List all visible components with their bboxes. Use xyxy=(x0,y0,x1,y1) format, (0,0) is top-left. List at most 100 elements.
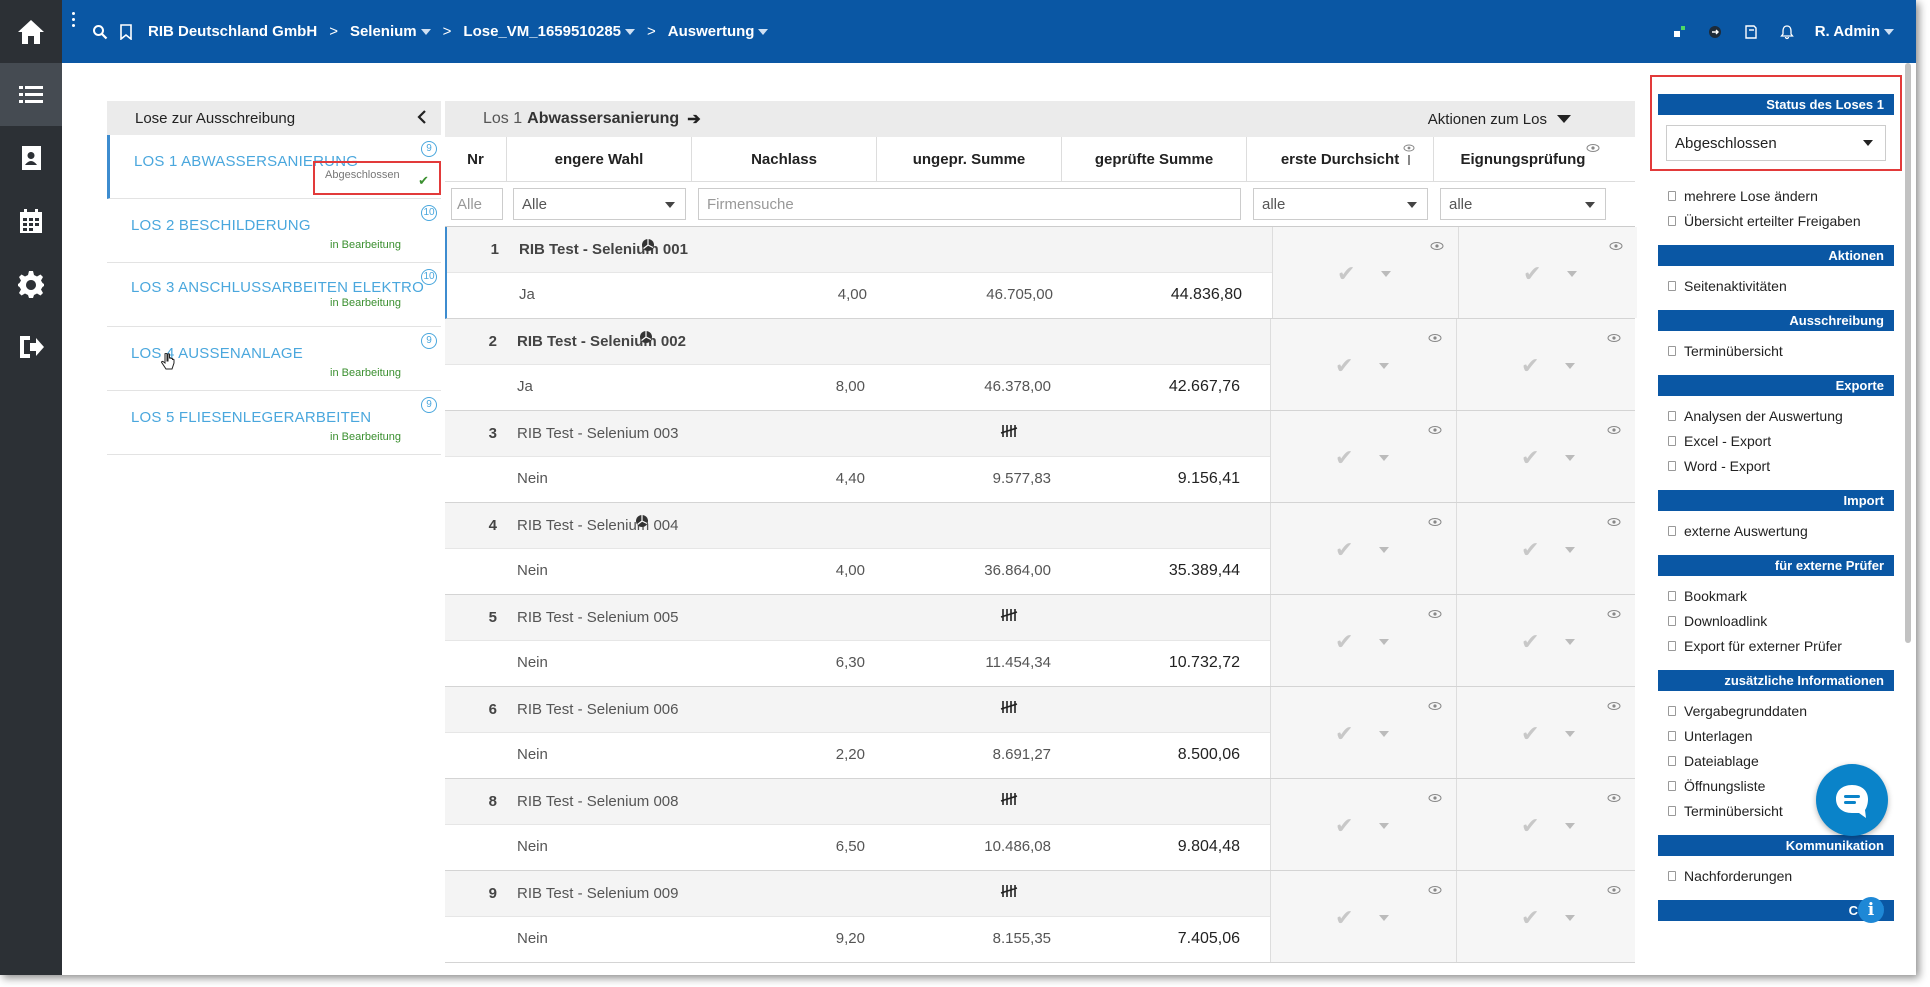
check-icon[interactable]: ✔ xyxy=(1521,445,1540,470)
chat-button[interactable] xyxy=(1816,764,1888,836)
filter-durchsicht-select[interactable]: alle xyxy=(1253,188,1428,220)
lot-item[interactable]: LOS 3 ANSCHLUSSARBEITEN ELEKTRO 10 in Be… xyxy=(107,263,441,327)
column-header-nr[interactable]: Nr xyxy=(445,137,507,181)
arrow-right-icon[interactable]: ➔ xyxy=(687,111,701,128)
caret-down-icon[interactable] xyxy=(1567,271,1577,277)
scrollbar-thumb[interactable] xyxy=(1905,63,1911,643)
bookmark-icon[interactable] xyxy=(120,23,132,40)
check-icon[interactable]: ✔ xyxy=(1335,445,1354,470)
breadcrumb-page[interactable]: Auswertung xyxy=(668,23,769,40)
caret-down-icon[interactable] xyxy=(1565,823,1575,829)
caret-down-icon[interactable] xyxy=(1565,639,1575,645)
caret-down-icon[interactable] xyxy=(1565,547,1575,553)
pie-chart-icon[interactable] xyxy=(639,330,653,344)
nav-logout[interactable] xyxy=(0,315,62,378)
sidebar-link[interactable]: Excel - Export xyxy=(1658,428,1894,453)
check-icon[interactable]: ✔ xyxy=(1521,721,1540,746)
sidebar-link[interactable]: Downloadlink xyxy=(1658,608,1894,633)
caret-down-icon[interactable] xyxy=(1565,731,1575,737)
sidebar-link[interactable]: Dateiablage xyxy=(1658,748,1894,773)
lot-name[interactable]: LOS 5 FLIESENLEGERARBEITEN xyxy=(131,409,372,426)
sidebar-link[interactable]: Vergabegrunddaten xyxy=(1658,698,1894,723)
eye-icon[interactable] xyxy=(1428,885,1442,895)
check-icon[interactable]: ✔ xyxy=(1521,629,1540,654)
table-row[interactable]: 1 RIB Test - Selenium 001 Ja 4,00 46.705,00 4… xyxy=(445,227,1637,319)
table-row[interactable]: 5 RIB Test - Selenium 005 Nein 6,30 11.454,3… xyxy=(445,595,1635,687)
eye-icon[interactable] xyxy=(1430,241,1444,251)
eye-icon[interactable] xyxy=(1586,143,1600,153)
column-header-gepr[interactable]: geprüfte Summe xyxy=(1062,137,1247,181)
sidebar-link[interactable]: Nachforderungen xyxy=(1658,863,1894,888)
sidebar-link[interactable]: Export für externer Prüfer xyxy=(1658,633,1894,658)
scrollbar[interactable] xyxy=(1905,63,1911,963)
caret-down-icon[interactable] xyxy=(1565,915,1575,921)
caret-down-icon[interactable] xyxy=(1379,915,1389,921)
caret-down-icon[interactable] xyxy=(1381,271,1391,277)
eye-icon[interactable] xyxy=(1428,425,1442,435)
table-row[interactable]: 2 RIB Test - Selenium 002 Ja 8,00 46.378,00 4… xyxy=(445,319,1635,411)
search-icon[interactable] xyxy=(92,24,108,40)
nav-calendar[interactable] xyxy=(0,189,62,252)
nav-list[interactable] xyxy=(0,63,62,126)
eye-icon[interactable] xyxy=(1607,517,1621,527)
row-company-name[interactable]: RIB Test - Selenium 003 xyxy=(517,425,679,442)
row-company-name[interactable]: RIB Test - Selenium 008 xyxy=(517,793,679,810)
eye-icon[interactable] xyxy=(1607,333,1621,343)
tally-icon[interactable] xyxy=(1000,608,1018,622)
check-icon[interactable]: ✔ xyxy=(1335,905,1354,930)
lot-item[interactable]: LOS 5 FLIESENLEGERARBEITEN 9 in Bearbeit… xyxy=(107,391,441,455)
caret-down-icon[interactable] xyxy=(1379,823,1389,829)
tally-icon[interactable] xyxy=(1000,792,1018,806)
sidebar-link[interactable]: Unterlagen xyxy=(1658,723,1894,748)
eye-icon[interactable] xyxy=(1428,793,1442,803)
column-header-eignung[interactable]: Eignungsprüfung xyxy=(1434,137,1612,181)
caret-down-icon[interactable] xyxy=(1565,363,1575,369)
breadcrumb-project[interactable]: Selenium xyxy=(350,23,431,40)
bell-icon[interactable] xyxy=(1779,24,1795,40)
check-icon[interactable]: ✔ xyxy=(1335,353,1354,378)
caret-down-icon[interactable] xyxy=(1565,455,1575,461)
breadcrumb-lots[interactable]: Lose_VM_1659510285 xyxy=(463,23,636,40)
firm-search-input[interactable]: Firmensuche xyxy=(698,188,1241,220)
column-header-durchsicht[interactable]: erste Durchsicht xyxy=(1247,137,1434,181)
nav-home[interactable] xyxy=(0,0,62,63)
nav-settings[interactable] xyxy=(0,252,62,315)
lot-actions-dropdown[interactable]: Aktionen zum Los xyxy=(1428,101,1571,137)
check-icon[interactable]: ✔ xyxy=(1335,721,1354,746)
lot-name[interactable]: LOS 3 ANSCHLUSSARBEITEN ELEKTRO xyxy=(131,279,424,296)
sidebar-link[interactable]: mehrere Lose ändern xyxy=(1658,183,1894,208)
table-row[interactable]: 4 RIB Test - Selenium 004 Nein 4,00 36.864,0… xyxy=(445,503,1635,595)
eye-icon[interactable] xyxy=(1428,333,1442,343)
info-icon[interactable]: i xyxy=(1858,897,1884,923)
lot-name[interactable]: LOS 4 AUSSENANLAGE xyxy=(131,345,304,362)
table-row[interactable]: 3 RIB Test - Selenium 003 Nein 4,40 9.577,83… xyxy=(445,411,1635,503)
lot-name[interactable]: LOS 2 BESCHILDERUNG xyxy=(131,217,311,234)
table-row[interactable]: 6 RIB Test - Selenium 006 Nein 2,20 8.691,27… xyxy=(445,687,1635,779)
row-company-name[interactable]: RIB Test - Selenium 001 xyxy=(519,241,688,258)
sidebar-link[interactable]: Word - Export xyxy=(1658,453,1894,478)
pie-chart-icon[interactable] xyxy=(641,238,655,252)
tally-icon[interactable] xyxy=(1000,700,1018,714)
eye-icon[interactable] xyxy=(1609,241,1623,251)
lot-status-select[interactable]: Abgeschlossen xyxy=(1666,125,1886,161)
chevron-left-icon[interactable] xyxy=(417,110,427,124)
column-header-nachlass[interactable]: Nachlass xyxy=(692,137,877,181)
column-header-wahl[interactable]: engere Wahl xyxy=(507,137,692,181)
apps-icon[interactable] xyxy=(1671,24,1687,40)
tally-icon[interactable] xyxy=(1000,884,1018,898)
check-icon[interactable]: ✔ xyxy=(1335,629,1354,654)
check-icon[interactable]: ✔ xyxy=(1523,261,1542,286)
eye-icon[interactable] xyxy=(1607,885,1621,895)
lot-item[interactable]: LOS 4 AUSSENANLAGE 9 in Bearbeitung xyxy=(107,327,441,391)
lot-name[interactable]: LOS 1 ABWASSERSANIERUNG xyxy=(134,153,359,170)
lot-item[interactable]: LOS 2 BESCHILDERUNG 10 in Bearbeitung xyxy=(107,199,441,263)
row-company-name[interactable]: RIB Test - Selenium 006 xyxy=(517,701,679,718)
row-company-name[interactable]: RIB Test - Selenium 004 xyxy=(517,517,679,534)
check-icon[interactable]: ✔ xyxy=(1521,905,1540,930)
sidebar-link[interactable]: externe Auswertung xyxy=(1658,518,1894,543)
sidebar-link[interactable]: Analysen der Auswertung xyxy=(1658,403,1894,428)
eye-icon[interactable] xyxy=(1607,425,1621,435)
eye-info-icon[interactable] xyxy=(1403,143,1415,169)
row-company-name[interactable]: RIB Test - Selenium 009 xyxy=(517,885,679,902)
check-icon[interactable]: ✔ xyxy=(1335,537,1354,562)
